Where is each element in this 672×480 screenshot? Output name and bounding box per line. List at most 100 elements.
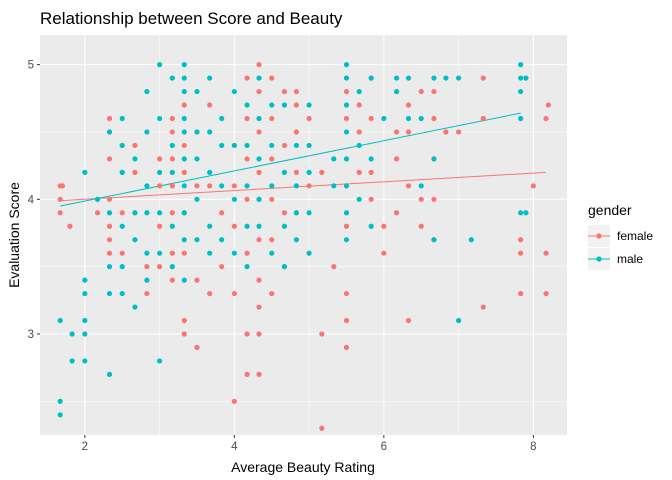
data-point-male bbox=[269, 250, 275, 256]
data-point-female bbox=[106, 237, 113, 243]
data-point-female bbox=[231, 223, 237, 229]
data-point-male bbox=[306, 169, 312, 175]
data-point-male bbox=[231, 250, 237, 256]
data-point-female bbox=[169, 250, 175, 256]
data-point-male bbox=[281, 264, 288, 270]
data-point-male bbox=[518, 62, 524, 68]
data-point-male bbox=[181, 129, 187, 135]
data-point-male bbox=[94, 196, 101, 202]
data-point-female bbox=[405, 317, 412, 324]
data-point-female bbox=[269, 156, 275, 162]
data-point-male bbox=[181, 277, 187, 283]
data-point-female bbox=[157, 264, 163, 270]
data-point-male bbox=[269, 142, 275, 149]
data-point-male bbox=[207, 169, 213, 175]
data-point-male bbox=[343, 102, 350, 108]
data-point-female bbox=[219, 210, 225, 216]
data-point-female bbox=[106, 156, 113, 162]
data-point-male bbox=[518, 88, 524, 95]
data-point-male bbox=[57, 412, 63, 418]
data-point-female bbox=[393, 156, 400, 162]
data-point-male bbox=[343, 129, 350, 135]
data-point-female bbox=[231, 398, 237, 404]
legend-entry-female: female bbox=[588, 225, 653, 247]
data-point-male bbox=[431, 237, 437, 243]
data-point-female bbox=[157, 183, 163, 189]
data-point-male bbox=[269, 183, 275, 189]
data-point-male bbox=[194, 196, 200, 202]
data-point-female bbox=[269, 115, 275, 122]
data-point-male bbox=[256, 115, 262, 122]
data-point-female bbox=[269, 75, 275, 81]
data-point-male bbox=[468, 237, 474, 243]
data-point-female bbox=[543, 115, 549, 122]
legend-point-female bbox=[596, 233, 602, 239]
data-point-female bbox=[343, 115, 350, 122]
data-point-male bbox=[144, 277, 150, 283]
data-point-female bbox=[319, 331, 325, 337]
y-tick-label: 4 bbox=[28, 194, 35, 206]
data-point-male bbox=[181, 210, 187, 216]
data-point-female bbox=[194, 183, 200, 189]
data-point-female bbox=[518, 290, 524, 297]
data-point-female bbox=[319, 169, 325, 175]
data-point-male bbox=[157, 115, 163, 122]
data-point-female bbox=[207, 290, 213, 297]
data-point-male bbox=[418, 183, 424, 189]
data-point-male bbox=[106, 264, 113, 270]
data-point-female bbox=[356, 102, 362, 108]
data-point-male bbox=[381, 115, 387, 122]
data-point-male bbox=[157, 358, 163, 364]
data-point-female bbox=[244, 75, 250, 81]
data-point-female bbox=[106, 223, 113, 229]
data-point-male bbox=[281, 223, 288, 229]
data-point-female bbox=[106, 115, 113, 122]
grid-lines bbox=[40, 35, 567, 435]
data-point-female bbox=[157, 223, 163, 229]
data-point-male bbox=[405, 115, 412, 122]
data-point-male bbox=[331, 183, 337, 189]
data-point-male bbox=[119, 169, 125, 175]
data-point-female bbox=[343, 223, 350, 229]
data-point-female bbox=[343, 88, 350, 95]
data-point-female bbox=[256, 277, 262, 283]
data-point-male bbox=[343, 210, 350, 216]
data-point-female bbox=[119, 210, 125, 216]
data-point-female bbox=[181, 169, 187, 175]
data-point-male bbox=[169, 75, 175, 81]
data-point-male bbox=[169, 142, 175, 149]
data-point-male bbox=[207, 223, 213, 229]
data-point-female bbox=[181, 142, 187, 149]
data-point-female bbox=[543, 290, 549, 297]
data-point-male bbox=[256, 196, 262, 202]
data-point-female bbox=[480, 304, 486, 310]
data-point-female bbox=[144, 264, 150, 270]
data-point-male bbox=[144, 88, 150, 95]
data-point-male bbox=[219, 115, 225, 122]
data-point-male bbox=[82, 358, 88, 364]
data-point-female bbox=[181, 250, 187, 256]
data-point-male bbox=[256, 75, 262, 81]
data-point-female bbox=[132, 142, 138, 149]
data-point-female bbox=[293, 169, 299, 175]
data-point-male bbox=[57, 398, 63, 404]
data-point-male bbox=[82, 317, 88, 324]
legend-point-male bbox=[596, 256, 602, 262]
data-point-male bbox=[306, 102, 312, 108]
data-point-female bbox=[443, 129, 449, 135]
data-point-male bbox=[82, 290, 88, 297]
data-point-male bbox=[368, 156, 374, 162]
data-point-male bbox=[157, 169, 163, 175]
data-point-female bbox=[545, 102, 551, 108]
data-point-male bbox=[169, 223, 175, 229]
data-point-male bbox=[523, 210, 529, 216]
fit-line-female bbox=[60, 171, 547, 202]
plot-panel bbox=[40, 35, 567, 435]
data-point-male bbox=[207, 129, 213, 135]
data-point-female bbox=[518, 237, 524, 243]
legend: gender female male bbox=[588, 202, 653, 270]
data-point-female bbox=[393, 129, 400, 135]
legend-title: gender bbox=[588, 202, 632, 218]
data-point-male bbox=[431, 156, 437, 162]
data-point-female bbox=[368, 115, 374, 122]
